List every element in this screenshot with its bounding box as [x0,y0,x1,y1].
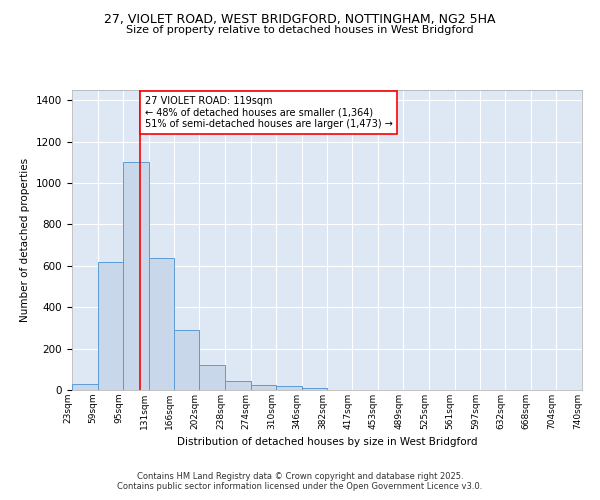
Bar [251,385,276,390]
Bar [174,330,199,390]
Y-axis label: Number of detached properties: Number of detached properties [20,158,31,322]
Bar [276,386,302,390]
Text: 27, VIOLET ROAD, WEST BRIDGFORD, NOTTINGHAM, NG2 5HA: 27, VIOLET ROAD, WEST BRIDGFORD, NOTTING… [104,12,496,26]
Bar [302,388,328,390]
Bar [149,258,174,390]
Text: Contains HM Land Registry data © Crown copyright and database right 2025.: Contains HM Land Registry data © Crown c… [137,472,463,481]
Bar [123,162,149,390]
Bar [225,380,251,390]
Bar [98,262,123,390]
Text: Contains public sector information licensed under the Open Government Licence v3: Contains public sector information licen… [118,482,482,491]
Bar [199,365,225,390]
Text: Size of property relative to detached houses in West Bridgford: Size of property relative to detached ho… [126,25,474,35]
X-axis label: Distribution of detached houses by size in West Bridgford: Distribution of detached houses by size … [177,438,477,448]
Bar [72,384,98,390]
Text: 27 VIOLET ROAD: 119sqm
← 48% of detached houses are smaller (1,364)
51% of semi-: 27 VIOLET ROAD: 119sqm ← 48% of detached… [145,96,392,130]
